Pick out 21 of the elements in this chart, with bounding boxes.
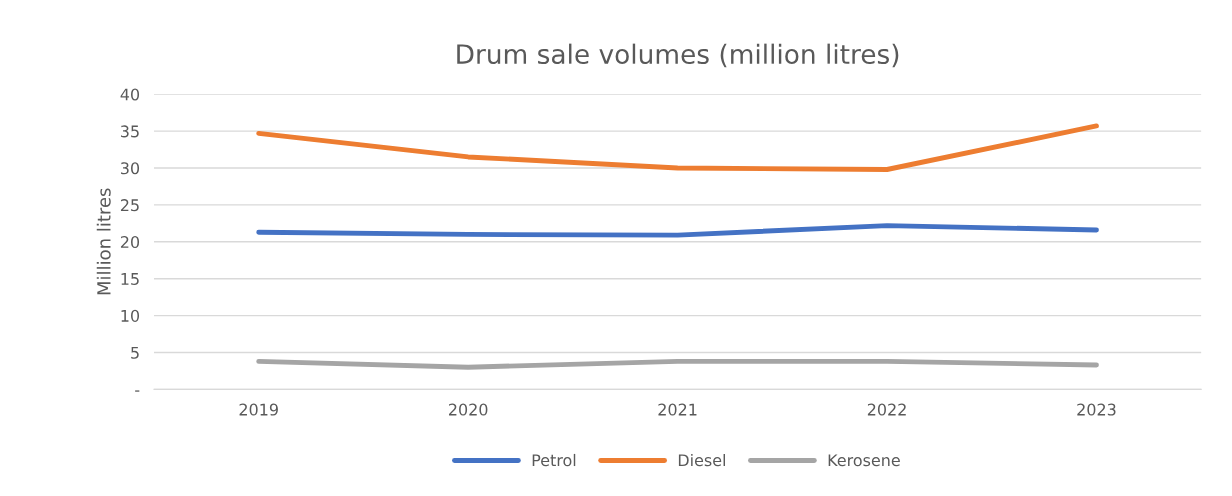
legend-label: Diesel (678, 453, 725, 467)
y-tick-label: 15 (121, 273, 139, 285)
x-tick-label: 2020 (449, 403, 488, 416)
y-tick-label: 20 (120, 236, 140, 249)
line-series (256, 123, 1099, 172)
y-tick-label: 40 (120, 88, 140, 101)
y-axis-title: Million litres (96, 188, 111, 295)
chart-title: Drum sale volumes (million litres) (457, 43, 899, 68)
x-tick-label: 2023 (1077, 403, 1116, 416)
y-tick-label: 10 (121, 309, 140, 322)
y-tick-label: 5 (131, 346, 139, 359)
legend-label: Kerosene (828, 454, 900, 467)
y-tick-label: 35 (121, 125, 139, 138)
y-tick-label: 30 (121, 162, 140, 175)
line-series (256, 223, 1099, 238)
y-tick-label: 25 (120, 199, 139, 212)
x-tick-label: 2021 (658, 403, 697, 416)
y-tick-label: - (135, 390, 140, 392)
legend-label: Petrol (532, 453, 576, 467)
x-tick-label: 2019 (239, 403, 278, 416)
x-tick-label: 2022 (867, 403, 906, 416)
